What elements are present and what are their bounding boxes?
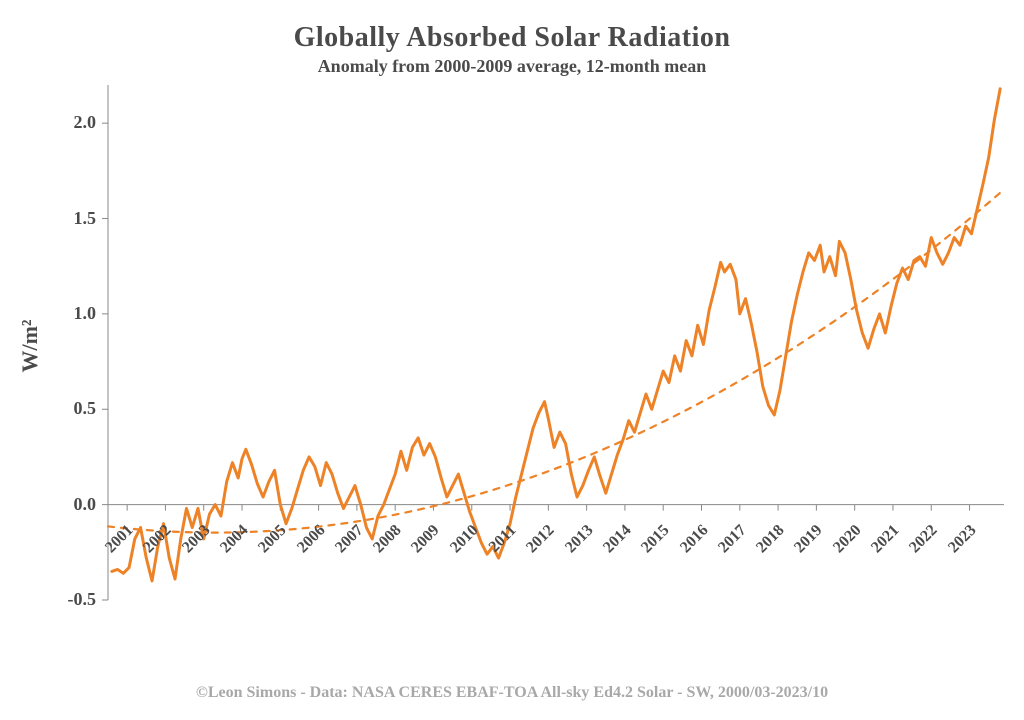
chart-plot-svg: [0, 0, 1024, 720]
chart-credit: ©Leon Simons - Data: NASA CERES EBAF-TOA…: [0, 684, 1024, 702]
y-tick-label: 0.0: [46, 494, 96, 515]
y-tick-label: 1.0: [46, 303, 96, 324]
y-tick-label: -0.5: [46, 589, 96, 610]
y-tick-label: 2.0: [46, 112, 96, 133]
y-tick-label: 0.5: [46, 398, 96, 419]
main-series-line: [112, 89, 1000, 581]
chart-container: Globally Absorbed Solar Radiation Anomal…: [0, 0, 1024, 720]
y-tick-label: 1.5: [46, 208, 96, 229]
trend-line: [108, 193, 1000, 533]
